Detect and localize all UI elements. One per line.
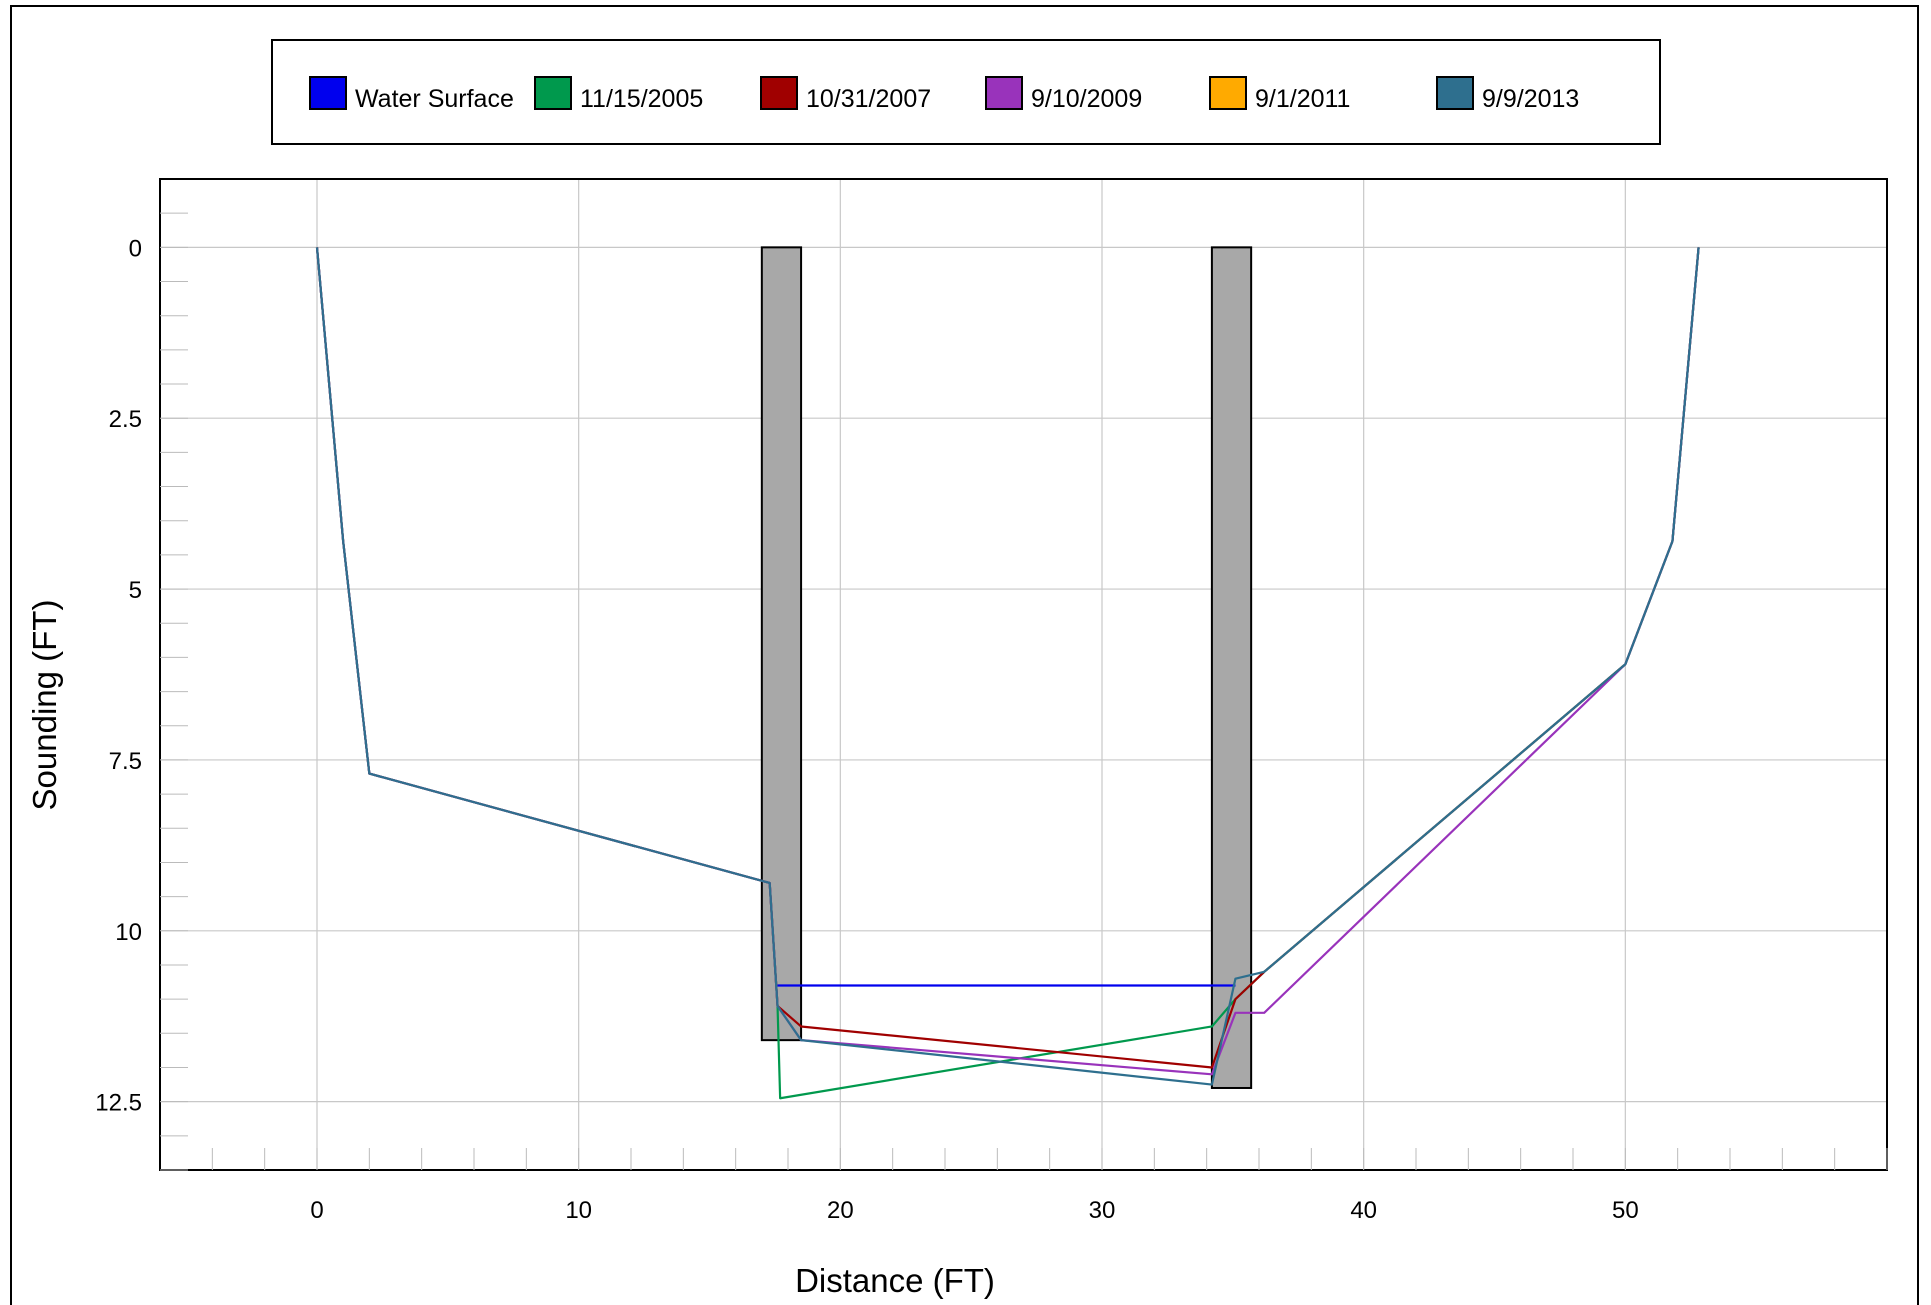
grid — [160, 179, 1887, 1170]
y-axis-title: Sounding (FT) — [26, 600, 63, 811]
y-tick-label: 0 — [129, 235, 142, 262]
bridge-pier — [1210, 246, 1253, 1089]
legend-swatch-2005 — [534, 76, 572, 110]
series-line — [315, 247, 1700, 1069]
legend: Water Surface 11/15/2005 10/31/2007 9/10… — [271, 39, 1661, 145]
y-tick-label: 5 — [129, 577, 142, 604]
legend-label: 9/1/2011 — [1255, 84, 1351, 113]
x-tick-label: 0 — [310, 1197, 323, 1224]
x-tick-label: 40 — [1350, 1197, 1377, 1224]
legend-label: 11/15/2005 — [580, 84, 704, 113]
legend-item: 9/1/2011 — [1209, 75, 1351, 113]
legend-swatch-2009 — [985, 76, 1023, 110]
legend-item: 9/10/2009 — [985, 75, 1143, 113]
y-tick-label: 10 — [115, 919, 142, 946]
legend-label: 10/31/2007 — [806, 84, 932, 113]
series-lines — [315, 247, 1700, 1100]
legend-swatch-2007 — [760, 76, 798, 110]
y-tick-label: 2.5 — [109, 406, 142, 433]
bridge-pier — [760, 246, 803, 1042]
series-line — [315, 247, 1700, 1100]
series-line — [315, 247, 1700, 1076]
legend-item: Water Surface — [309, 75, 514, 113]
piers — [760, 246, 1253, 1089]
x-tick-label: 30 — [1089, 1197, 1116, 1224]
legend-item: 9/9/2013 — [1436, 75, 1580, 113]
x-tick-label: 50 — [1612, 1197, 1639, 1224]
x-tick-label: 20 — [827, 1197, 854, 1224]
y-tick-label: 12.5 — [95, 1090, 142, 1117]
legend-swatch-water-surface — [309, 76, 347, 110]
x-axis-title: Distance (FT) — [795, 1262, 995, 1299]
series-line — [315, 247, 1700, 1086]
legend-item: 11/15/2005 — [534, 75, 704, 113]
legend-swatch-2011 — [1209, 76, 1247, 110]
x-tick-labels: 0 10 20 30 40 50 — [310, 1197, 1638, 1224]
y-tick-labels: 0 2.5 5 7.5 10 12.5 — [95, 235, 142, 1116]
legend-label: Water Surface — [355, 84, 514, 113]
x-tick-label: 10 — [565, 1197, 592, 1224]
legend-label: 9/10/2009 — [1031, 84, 1143, 113]
plot-area-border — [159, 178, 1888, 1171]
legend-label: 9/9/2013 — [1482, 84, 1580, 113]
chart-frame — [10, 5, 1919, 1305]
legend-swatch-2013 — [1436, 76, 1474, 110]
legend-item: 10/31/2007 — [760, 75, 932, 113]
y-tick-label: 7.5 — [109, 748, 142, 775]
minor-ticks — [160, 212, 1888, 1171]
